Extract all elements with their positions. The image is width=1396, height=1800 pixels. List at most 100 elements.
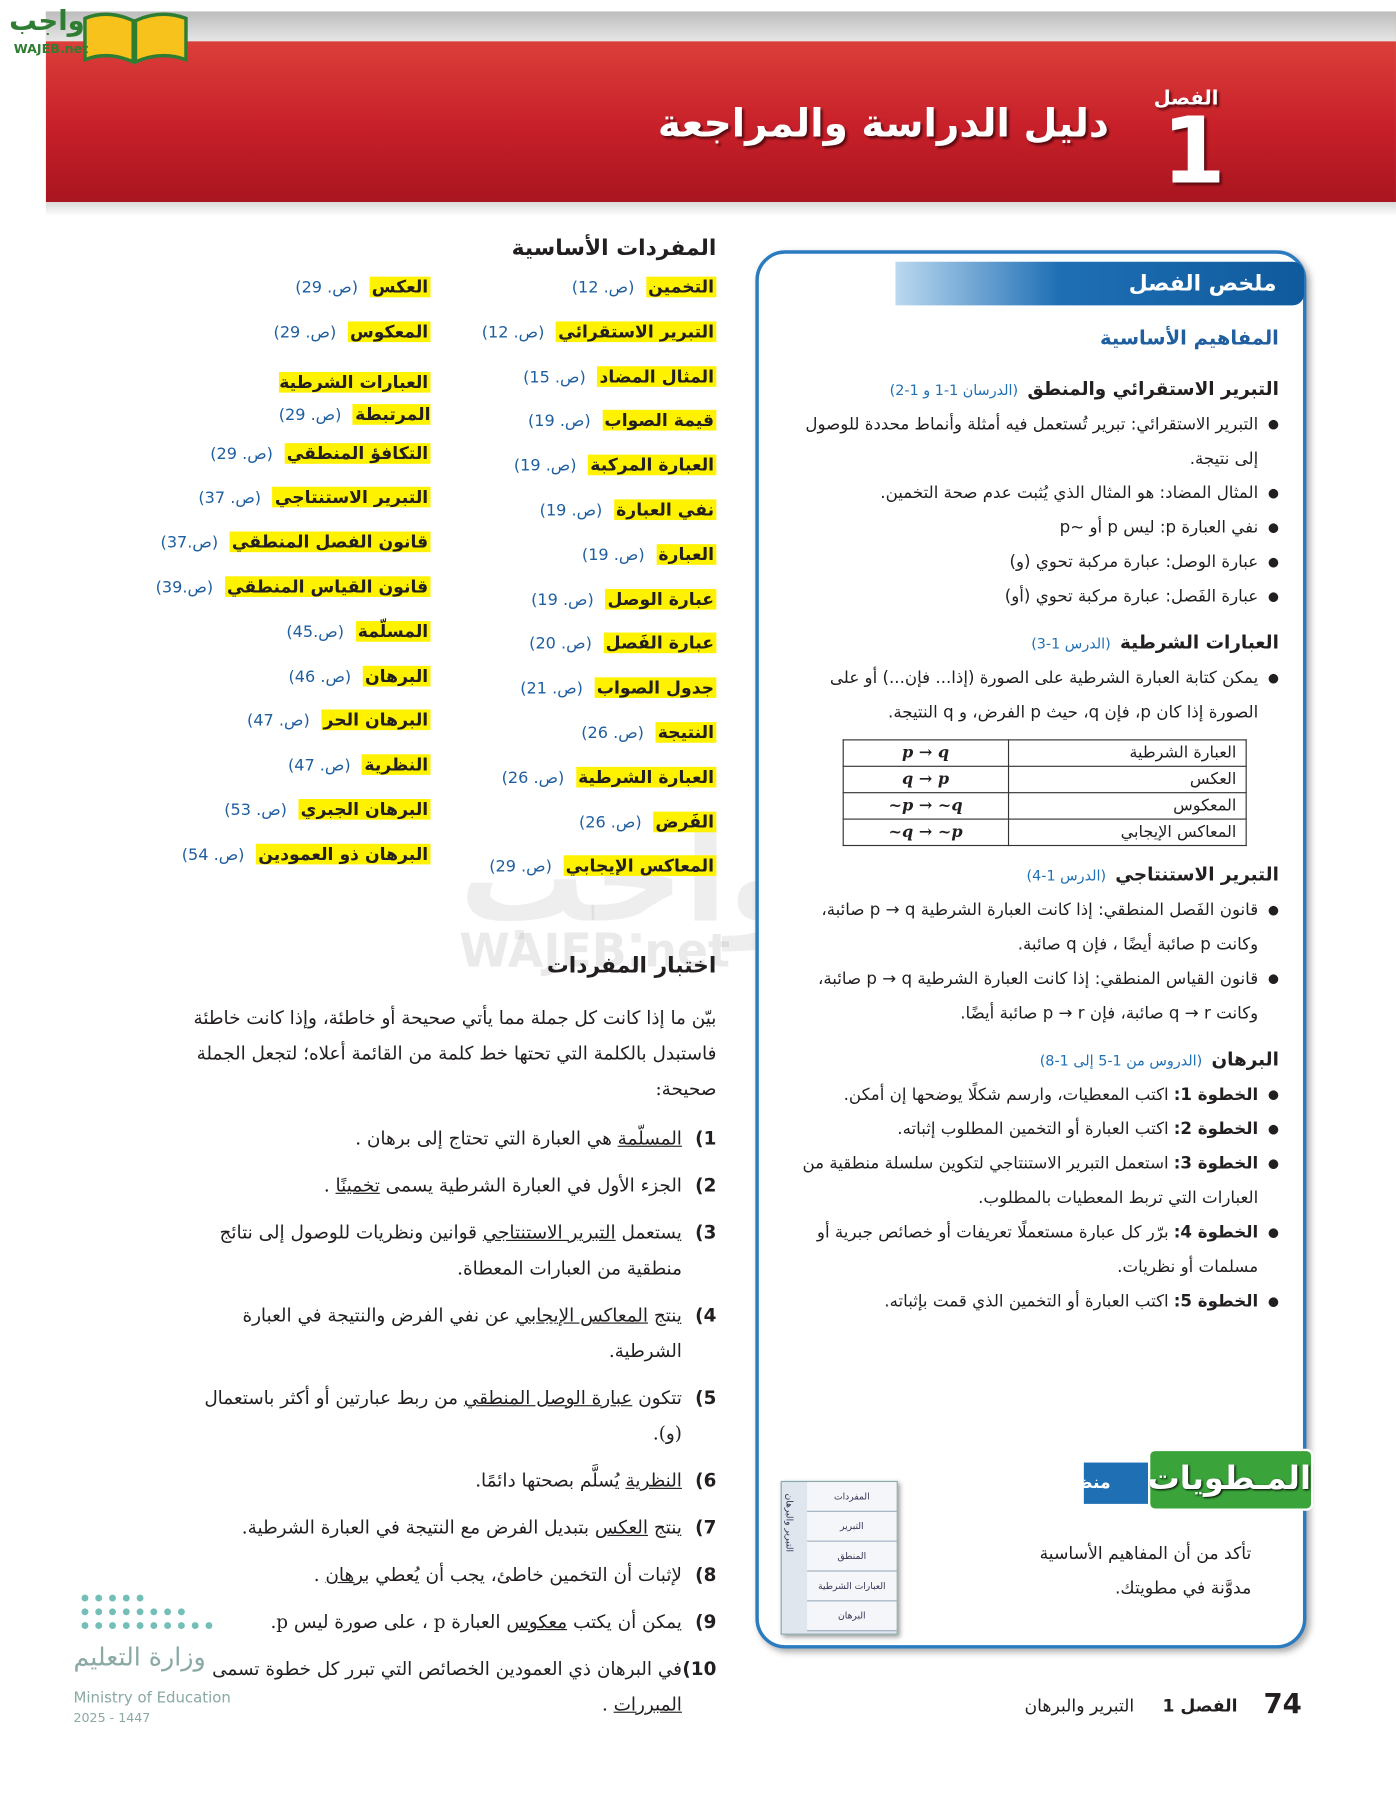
- vocabulary-term: التبرير الاستنتاجي: [272, 487, 431, 508]
- table-formula: ~q → ~p: [842, 818, 1009, 847]
- vocabulary-page: (ص. 47): [247, 712, 310, 731]
- quiz-number: 8): [695, 1563, 717, 1586]
- quiz-item: 6) النظرية يُسلَّم بصحتها دائمًا.: [174, 1463, 716, 1499]
- foldable-tab: البرهان: [807, 1601, 897, 1632]
- vocabulary-term: المسلّمة: [355, 620, 431, 642]
- quiz-underlined: المسلّمة: [617, 1127, 682, 1150]
- section-heading: التبرير الاستنتاجي (الدرس 1-4): [785, 858, 1279, 894]
- vocabulary-row: النظرية (ص. 47): [172, 754, 431, 799]
- vocabulary-page: (ص. 29): [210, 444, 273, 464]
- vocabulary-row: العبارة الشرطية (ص. 26): [458, 766, 717, 812]
- vocabulary-term: التكافؤ المنطقي: [284, 442, 431, 464]
- vocabulary-term: العبارة: [656, 543, 717, 565]
- chapter-number: 1: [1161, 97, 1226, 205]
- conditional-table: العبارة الشرطية p → q العكس q → p المعكوس ~p …: [842, 739, 1247, 847]
- chapter-label: الفصل: [1153, 87, 1219, 111]
- vocabulary-term: عبارة الفَصل: [603, 632, 717, 654]
- vocabulary-page: (ص. 54): [181, 845, 245, 865]
- bullet: قانون الفَصل المنطقي: إذا كانت العبارة ا…: [785, 893, 1279, 962]
- quiz-number: 5): [695, 1386, 717, 1409]
- step-text: استعمل التبرير الاستنتاجي لتكوين سلسلة م…: [802, 1154, 1259, 1208]
- bullet: يمكن كتابة العبارة الشرطية على الصورة (إ…: [785, 661, 1279, 730]
- foldable-image: المفردات التبرير المنطق العبارات الشرطية الب…: [780, 1480, 898, 1635]
- vocabulary-row: قانون الفصل المنطقي (ص.37): [161, 531, 431, 577]
- vocabulary-term: البرهان: [362, 665, 431, 687]
- table-formula: q → p: [842, 765, 1009, 794]
- vocabulary-page: (ص. 19): [513, 457, 577, 476]
- table-label: العكس: [1007, 765, 1247, 794]
- quiz-text: قوانين ونظريات للوصول إلى نتائج منطقية م…: [219, 1221, 682, 1279]
- vocabulary-page: (ص. 19): [539, 501, 603, 521]
- quiz-underlined: العكس: [594, 1516, 649, 1539]
- bullet: نفي العبارة p: ليس p أو ~p: [785, 511, 1279, 545]
- vocabulary-term: الفَرض: [653, 811, 717, 832]
- step-label: الخطوة 2:: [1173, 1120, 1259, 1139]
- section-heading-text: التبرير الاستنتاجي: [1115, 863, 1279, 886]
- summary-content: المفاهيم الأساسية التبرير الاستقرائي وال…: [785, 321, 1279, 1319]
- vocabulary-term: النتيجة: [655, 722, 717, 743]
- vocabulary-row: المثال المضاد (ص. 15): [458, 365, 717, 411]
- section-heading-text: التبرير الاستقرائي والمنطق: [1027, 377, 1279, 400]
- quiz-text: ينتج: [653, 1516, 682, 1539]
- section-ref: (الدروس من 1-5 إلى 1-8): [1039, 1051, 1203, 1069]
- vocabulary-page: (ص. 12): [481, 323, 545, 342]
- quiz-text: ينتج: [653, 1304, 682, 1326]
- quiz-text: .: [601, 1693, 608, 1716]
- table-label: المعكوس: [1007, 792, 1247, 820]
- vocabulary-row: العبارات الشرطية المرتبطة(ص. 29): [172, 366, 431, 443]
- vocabulary-term: البرهان الجبري: [298, 798, 431, 820]
- vocabulary-term: النظرية: [362, 754, 431, 776]
- vocabulary-columns: التخمين(ص. 12) التبرير الاستقرائي(ص. 12) ا…: [156, 276, 717, 901]
- vocabulary-row: النتيجة (ص. 26): [458, 722, 717, 767]
- vocabulary-page: (ص. 53): [224, 801, 287, 820]
- table-row: المعاكس الإيجابي ~q → ~p: [842, 818, 1247, 847]
- vocabulary-row: البرهان الجبري (ص. 53): [172, 798, 431, 844]
- vocabulary-term: العبارة المركبة: [587, 454, 717, 476]
- vocabulary-row: نفي العبارة (ص. 19): [458, 499, 717, 544]
- vocabulary-row: البرهان الحر (ص. 47): [172, 709, 431, 755]
- step-text: برّر كل عبارة مستعملًا تعريفات أو خصائص …: [816, 1223, 1259, 1277]
- vocabulary-row: قانون القياس المنطقي (ص.39): [156, 576, 431, 621]
- header-banner: [45, 11, 1396, 203]
- vocabulary-row: العبارة المركبة (ص. 19): [458, 454, 717, 500]
- section-ref: (الدرس 1-3): [1031, 634, 1111, 653]
- proof-step: الخطوة 2:اكتب العبارة أو التخمين المطلوب…: [785, 1112, 1279, 1146]
- vocabulary-row: عبارة الفَصل (ص. 20): [458, 632, 717, 678]
- vocabulary-page: (ص. 46): [288, 667, 352, 687]
- vocabulary-row: قيمة الصواب (ص. 19): [458, 410, 717, 455]
- table-row: العكس q → p: [842, 765, 1247, 794]
- vocabulary-row: البرهان (ص. 46): [172, 665, 431, 710]
- quiz-underlined: برهان: [325, 1563, 370, 1586]
- ministry-logo: [81, 1594, 213, 1630]
- quiz-text: الجزء الأول في العبارة الشرطية يسمى: [385, 1174, 682, 1197]
- vocabulary-page: (ص. 15): [523, 368, 586, 387]
- quiz-text: .: [323, 1174, 330, 1197]
- vocabulary-term: العكس: [369, 276, 431, 298]
- foldable-side: التبرير والبرهان: [784, 1493, 795, 1553]
- step-text: اكتب المعطيات، وارسم شكلًا يوضحها إن أمك…: [843, 1086, 1169, 1105]
- quiz-item: 9) يمكن أن يكتب معكوس العبارة p ، على صور…: [174, 1604, 716, 1640]
- quiz-text: من ربط عبارتين أو أكثر باستعمال (و).: [204, 1386, 682, 1445]
- table-label: المعاكس الإيجابي: [1007, 818, 1247, 847]
- quiz-underlined: المبررات: [613, 1693, 682, 1716]
- section-heading-text: البرهان: [1211, 1048, 1279, 1070]
- quiz-underlined: عبارة الوصل المنطقي: [463, 1386, 633, 1409]
- footer-chapter-title: التبرير والبرهان: [1024, 1695, 1135, 1717]
- table-formula: p → q: [842, 739, 1009, 767]
- vocabulary-row: العكس (ص. 29): [172, 276, 431, 322]
- logo-text: واجب: [9, 4, 85, 37]
- section-heading: العبارات الشرطية (الدرس 1-3): [785, 626, 1279, 662]
- section-heading-text: العبارات الشرطية: [1119, 631, 1279, 654]
- vocabulary-page: (ص.39): [155, 578, 214, 597]
- quiz-text: يمكن أن يكتب: [572, 1610, 682, 1633]
- vocabulary-page: (ص.45): [286, 623, 344, 642]
- vocabulary-term: العبارة الشرطية: [575, 766, 717, 788]
- vocabulary: المفردات الأساسية التخمين(ص. 12) التبرير …: [156, 235, 717, 901]
- vocabulary-term: البرهان ذو العمودين: [255, 843, 431, 865]
- quiz-number: 6): [695, 1469, 717, 1492]
- quiz-title: اختبار المفردات: [546, 952, 717, 979]
- quiz-number: 10): [682, 1657, 717, 1680]
- foldable-tab: المفردات: [807, 1482, 897, 1512]
- quiz: اختبار المفردات بيّن ما إذا كانت كل جملة…: [174, 948, 716, 1733]
